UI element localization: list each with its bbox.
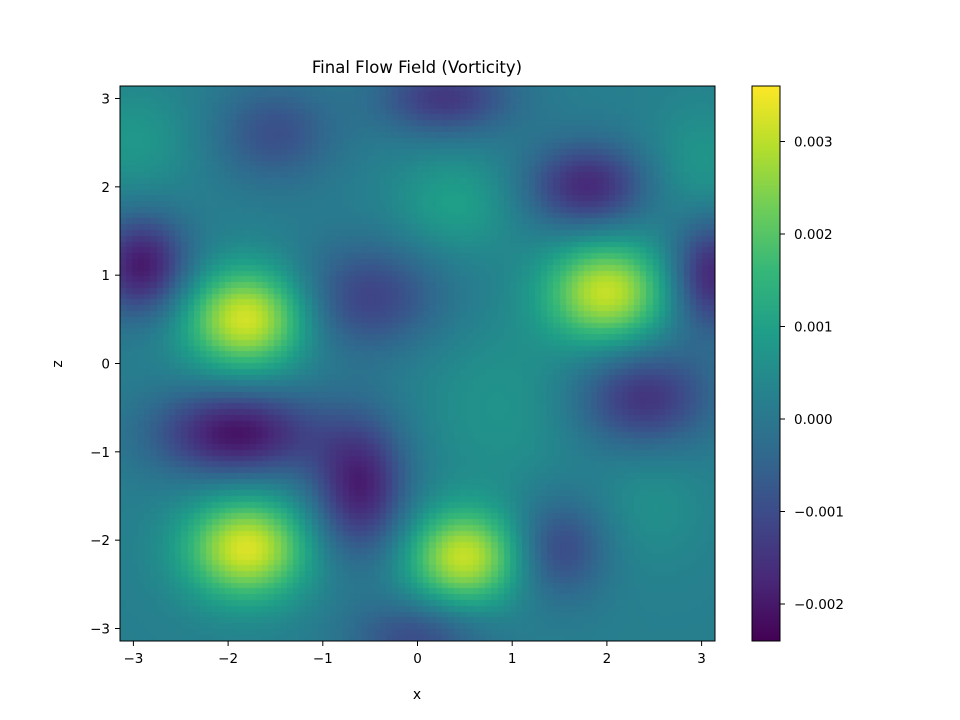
colorbar-tick-label: 0.000 — [794, 412, 833, 428]
y-tick-label: 3 — [101, 92, 110, 108]
y-axis-ticks: −3 −2 −1 0 1 2 3 — [90, 92, 120, 637]
y-tick-label: −1 — [90, 445, 110, 461]
colorbar-tick-label: 0.002 — [794, 227, 833, 243]
colorbar-tick-label: 0.003 — [794, 135, 833, 151]
y-tick-label: −3 — [90, 621, 110, 637]
x-tick-label: 1 — [508, 651, 517, 667]
x-tick-label: −3 — [123, 651, 143, 667]
x-tick-label: −2 — [218, 651, 238, 667]
vorticity-heatmap — [120, 86, 715, 641]
y-tick-label: 1 — [101, 268, 110, 284]
y-tick-label: 2 — [101, 180, 110, 196]
x-axis-ticks: −3 −2 −1 0 1 2 3 — [123, 641, 706, 667]
x-tick-label: −1 — [313, 651, 333, 667]
colorbar-tick-label: 0.001 — [794, 320, 833, 336]
y-tick-label: 0 — [101, 357, 110, 373]
x-tick-label: 3 — [697, 651, 706, 667]
colorbar-tick-label: −0.002 — [794, 597, 844, 613]
colorbar — [751, 85, 781, 642]
colorbar-ticks: −0.002 −0.001 0.000 0.001 0.002 0.003 — [780, 135, 844, 613]
y-axis-label: z — [50, 360, 66, 367]
colorbar-tick-label: −0.001 — [794, 505, 844, 521]
chart-title: Final Flow Field (Vorticity) — [312, 58, 522, 77]
x-tick-label: 0 — [413, 651, 422, 667]
x-axis-label: x — [413, 687, 421, 703]
x-tick-label: 2 — [603, 651, 612, 667]
y-tick-label: −2 — [90, 533, 110, 549]
